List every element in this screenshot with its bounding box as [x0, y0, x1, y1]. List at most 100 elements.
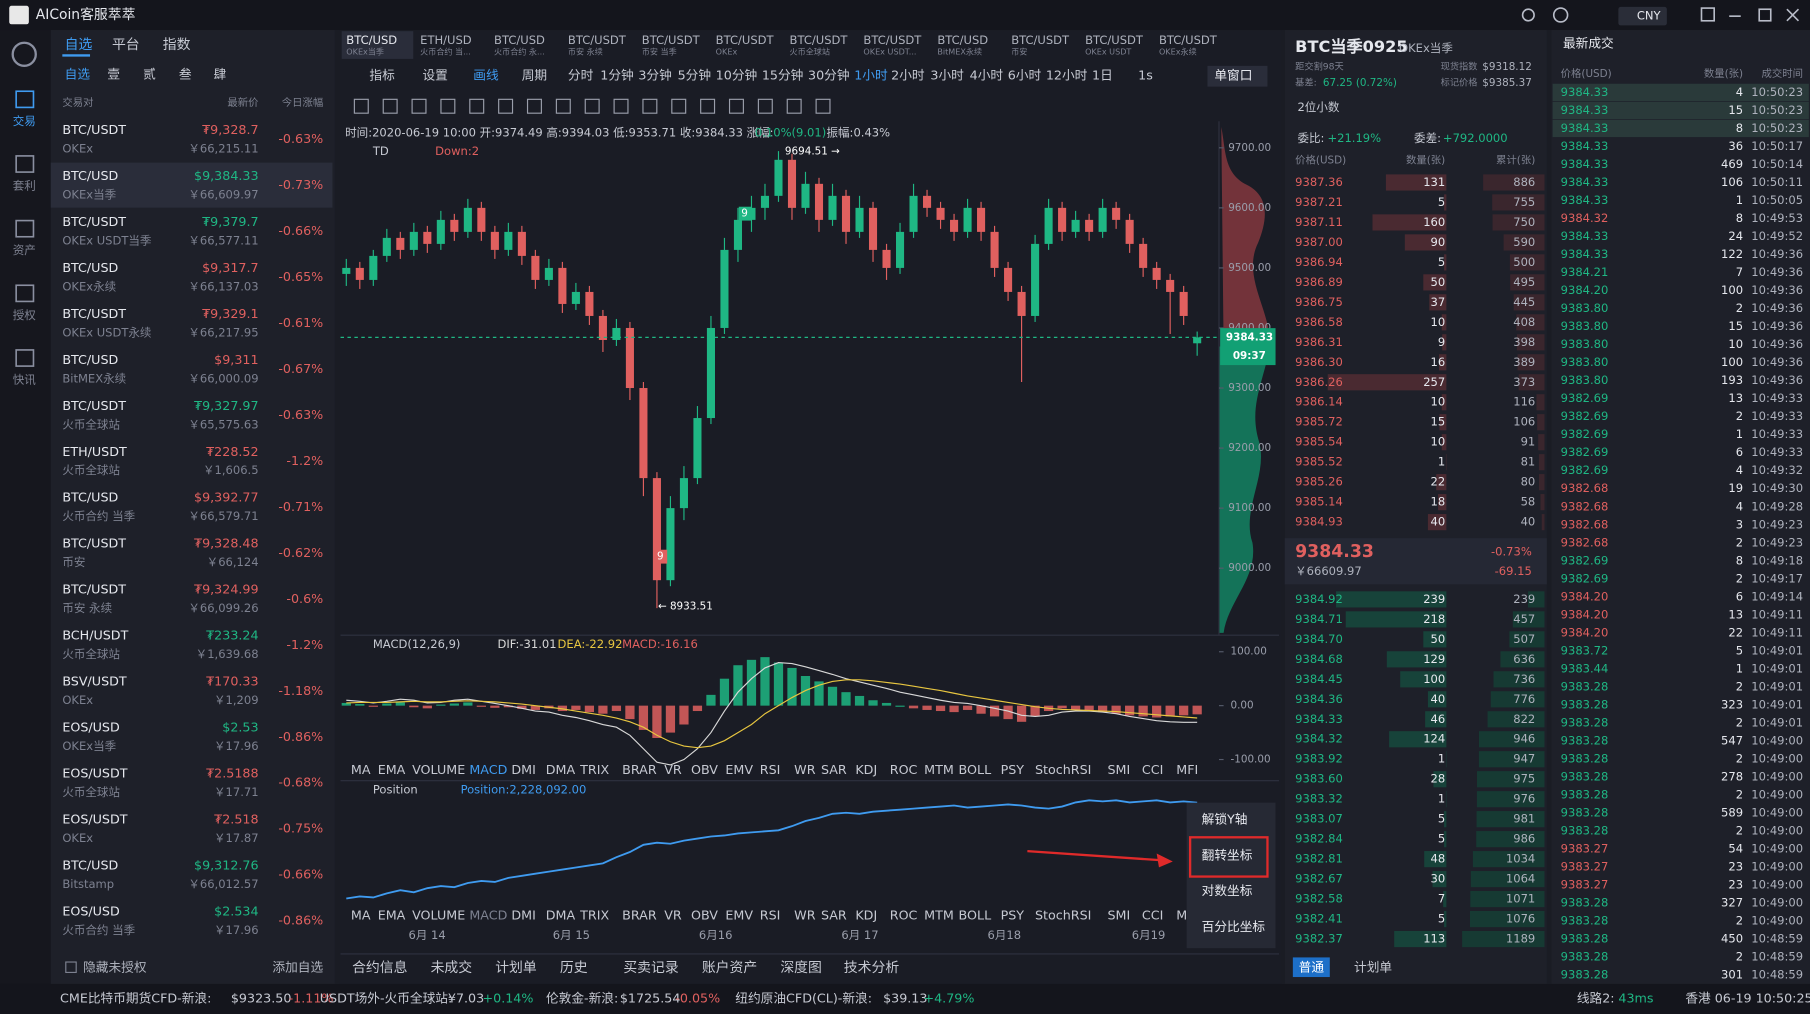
pair[interactable]: EOS/USD [62, 903, 120, 918]
period[interactable]: 5分钟 [678, 68, 711, 83]
watchlist-tab[interactable]: 自选 [65, 37, 93, 53]
chart-tab-sub[interactable]: 火币合约 永... [494, 46, 545, 56]
draw-tool[interactable] [440, 98, 456, 114]
chart-tab-sub[interactable]: OKEx USDT... [863, 46, 916, 56]
book-price[interactable]: 9387.21 [1295, 195, 1343, 209]
exchange[interactable]: OKEx [62, 831, 93, 845]
pair[interactable]: ETH/USDT [62, 444, 127, 459]
bottom-tab[interactable]: 技术分析 [844, 960, 900, 976]
chart-tab[interactable]: BTC/USDT [568, 33, 627, 47]
draw-tool[interactable] [584, 98, 600, 114]
sidebar-icon[interactable] [15, 219, 35, 238]
exchange[interactable]: BitMEX永续 [62, 371, 126, 385]
draw-tool[interactable] [353, 98, 369, 114]
book-price[interactable]: 9385.52 [1295, 455, 1343, 469]
pair[interactable]: BTC/USDT [62, 398, 126, 413]
pair[interactable]: EOS/USDT [62, 811, 127, 826]
bottom-tab[interactable]: 计划单 [495, 960, 537, 976]
change[interactable]: -0.68% [278, 775, 323, 790]
pair[interactable]: BTC/USDT [62, 582, 126, 597]
change[interactable]: -0.67% [278, 361, 323, 376]
bottom-tab[interactable]: 历史 [560, 960, 588, 976]
change[interactable]: -0.63% [278, 131, 323, 146]
book-price[interactable]: 9384.92 [1295, 592, 1343, 606]
indicator-tab[interactable]: KDJ [855, 762, 877, 777]
chart-tab[interactable]: BTC/USDT [1011, 33, 1070, 47]
cny-price[interactable]: ￥1,209 [214, 693, 259, 707]
pair[interactable]: BTC/USDT [62, 536, 126, 551]
indicator-tab[interactable]: EMV [725, 907, 753, 922]
indicator-tab[interactable]: VR [664, 762, 682, 777]
pair[interactable]: BSV/USDT [62, 674, 127, 689]
group-tab[interactable]: 壹 [107, 67, 120, 82]
book-price[interactable]: 9387.11 [1295, 215, 1343, 229]
price[interactable]: ₮170.33 [206, 674, 258, 689]
menu-item[interactable]: 对数坐标 [1202, 883, 1253, 898]
indicator-tab[interactable]: MACD [469, 762, 507, 777]
bottom-tab[interactable]: 合约信息 [352, 959, 408, 976]
indicator-tab[interactable]: WR [794, 907, 816, 922]
cny-price[interactable]: ￥17.96 [214, 739, 259, 753]
bottom-tab[interactable]: 账户资产 [702, 959, 757, 976]
order-type-active[interactable] [1292, 957, 1330, 978]
indicator-tab[interactable]: MFI [1176, 762, 1198, 777]
change[interactable]: -0.65% [278, 269, 323, 284]
watchlist-tab[interactable]: 指数 [163, 37, 191, 53]
book-price[interactable]: 9385.54 [1295, 435, 1343, 449]
indicator-tab[interactable]: SAR [821, 762, 847, 777]
exchange[interactable]: 火币合约 当季 [62, 509, 135, 523]
price[interactable]: $9,311 [214, 352, 258, 367]
cny-price[interactable]: ￥66,099.26 [188, 601, 258, 615]
indicator-tab[interactable]: ROC [890, 762, 918, 777]
indicator-tab[interactable]: MA [351, 762, 371, 777]
cny-price[interactable]: ￥65,575.63 [188, 417, 258, 431]
indicator-tab[interactable]: VOLUME [412, 762, 465, 777]
cny-price[interactable]: ￥66,137.03 [188, 279, 258, 293]
book-price[interactable]: 9386.89 [1295, 275, 1343, 289]
exchange[interactable]: 火币全球站 [62, 417, 120, 431]
exchange[interactable]: 币安 永续 [62, 601, 112, 615]
change[interactable]: -0.75% [278, 821, 323, 836]
indicator-tab[interactable]: DMI [511, 907, 535, 922]
cny-price[interactable]: ￥66,217.95 [188, 325, 258, 339]
indicator-tab[interactable]: EMA [378, 907, 406, 922]
indicator-tab[interactable]: SMI [1107, 762, 1130, 777]
cny-price[interactable]: ￥66,609.97 [188, 187, 258, 201]
popout-icon[interactable] [1700, 7, 1715, 22]
change[interactable]: -0.86% [278, 729, 323, 744]
price[interactable]: ₮9,328.48 [194, 536, 259, 551]
book-price[interactable]: 9386.30 [1295, 355, 1343, 369]
draw-tool[interactable] [757, 98, 773, 114]
period[interactable]: 15分钟 [762, 68, 804, 83]
indicator-tab[interactable]: TRIX [579, 907, 609, 922]
book-price[interactable]: 9384.93 [1295, 515, 1343, 529]
price[interactable]: $9,312.76 [194, 857, 259, 872]
book-price[interactable]: 9384.33 [1295, 712, 1343, 726]
change[interactable]: -0.66% [278, 867, 323, 882]
cny-price[interactable]: ￥1,606.5 [203, 463, 259, 477]
exchange[interactable]: 火币合约 当季 [62, 923, 135, 937]
exchange[interactable]: OKEx USDT永续 [62, 325, 152, 339]
book-price[interactable]: 9383.92 [1295, 752, 1343, 766]
change[interactable]: -1.2% [286, 453, 323, 468]
draw-tool[interactable] [728, 98, 744, 114]
pair[interactable]: EOS/USDT [62, 766, 127, 781]
draw-tool[interactable] [382, 98, 398, 114]
chart-tab-sub[interactable]: 火币全球站 [790, 46, 830, 56]
window-mode[interactable]: 单窗口 [1214, 68, 1252, 83]
group-tab[interactable]: 自选 [65, 67, 91, 82]
price[interactable]: $9,317.7 [202, 260, 258, 275]
book-price[interactable]: 9382.84 [1295, 832, 1343, 846]
book-price[interactable]: 9382.81 [1295, 852, 1343, 866]
chart-tab-sub[interactable]: OKEx USDT [1085, 46, 1131, 56]
indicator-tab[interactable]: EMV [725, 762, 753, 777]
draw-tool[interactable] [498, 98, 514, 114]
chart-tab-sub[interactable]: OKEx当季 [346, 46, 384, 56]
indicator-tab[interactable]: StochRSI [1035, 762, 1091, 777]
change[interactable]: -0.66% [278, 223, 323, 238]
book-price[interactable]: 9387.00 [1295, 235, 1343, 249]
cny-price[interactable]: ￥17.87 [214, 831, 259, 845]
period[interactable]: 3分钟 [638, 68, 671, 83]
book-price[interactable]: 9386.94 [1295, 255, 1343, 269]
book-price[interactable]: 9384.68 [1295, 652, 1343, 666]
